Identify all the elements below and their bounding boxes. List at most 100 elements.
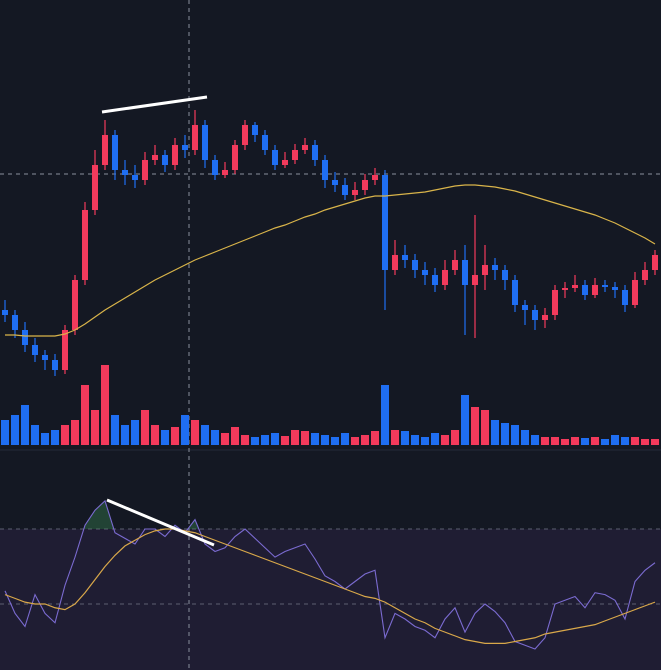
candle-body [42,355,48,360]
volume-bar [411,435,419,445]
candle-body [542,315,548,320]
volume-bar [231,427,239,445]
candle-body [402,255,408,260]
volume-bar [401,431,409,445]
trendline-price [101,95,208,114]
candle-body [12,315,18,330]
volume-bar [121,425,129,445]
volume-bar [261,435,269,445]
volume-bar [301,431,309,445]
candle-body [532,310,538,320]
candle-body [132,175,138,180]
volume-bar [551,437,559,445]
candle-body [442,270,448,285]
volume-bar [161,430,169,445]
candle-body [242,125,248,145]
volume-bar [491,420,499,445]
volume-bar [611,435,619,445]
candle-body [642,270,648,280]
candle-body [152,155,158,160]
volume-bar [11,415,19,445]
volume-bar [371,431,379,445]
trendline-rsi [106,498,215,547]
volume-bar [361,435,369,445]
candle-body [222,170,228,175]
rsi-ma-line [4,528,656,644]
volume-bar [271,433,279,445]
volume-bar [481,410,489,445]
candle-body [412,260,418,270]
volume-bar [1,420,9,445]
candle-body [592,285,598,295]
candle-body [2,310,8,315]
candle-body [92,165,98,210]
volume-bar [441,435,449,445]
candle-body [122,170,128,175]
volume-bar [531,435,539,445]
volume-bar [291,430,299,445]
candle-body [362,180,368,190]
candle-body [562,288,568,290]
volume-bar [61,425,69,445]
volume-bar [351,437,359,445]
volume-bar [71,420,79,445]
candle-body [282,160,288,165]
volume-bar [111,415,119,445]
candle-body [372,175,378,180]
volume-bar [641,439,649,445]
volume-bar [601,439,609,445]
candle-body [22,330,28,345]
candle-body [312,145,318,160]
candle-body [72,280,78,330]
plot-layer [0,110,661,650]
candle-body [552,290,558,315]
volume-bar [631,437,639,445]
volume-bar [381,385,389,445]
candle-body [232,145,238,170]
volume-bar [151,425,159,445]
volume-bar [101,365,109,445]
candle-body [632,280,638,305]
volume-bar [591,437,599,445]
candle-body [332,180,338,185]
volume-bar [431,433,439,445]
volume-bar [331,437,339,445]
candle-body [162,155,168,165]
candle-body [182,145,188,150]
candle-body [602,285,608,287]
volume-bar [51,430,59,445]
volume-bar [501,423,509,445]
candle-body [192,125,198,150]
candle-body [522,305,528,310]
candle-body [202,125,208,160]
volume-bar [201,425,209,445]
volume-bar [21,405,29,445]
candle-body [482,265,488,275]
volume-bar [341,433,349,445]
volume-bar [521,430,529,445]
volume-bar [321,435,329,445]
volume-bar [281,436,289,445]
volume-bar [621,437,629,445]
candle-body [172,145,178,165]
candle-body [652,255,658,270]
candle-body [612,287,618,290]
volume-bar [221,433,229,445]
volume-bar [391,430,399,445]
volume-bar [91,410,99,445]
volume-bar [561,439,569,445]
candle-body [622,290,628,305]
candle-body [272,150,278,165]
volume-bar [651,439,659,445]
candle-body [572,285,578,288]
candle-body [452,260,458,270]
moving-average-line [5,184,656,337]
candle-body [302,145,308,150]
candle-body [262,135,268,150]
candle-body [512,280,518,305]
candle-body [212,160,218,175]
candle-body [142,160,148,180]
rsi-band [0,529,661,670]
volume-bar [461,395,469,445]
volume-bar [471,407,479,445]
